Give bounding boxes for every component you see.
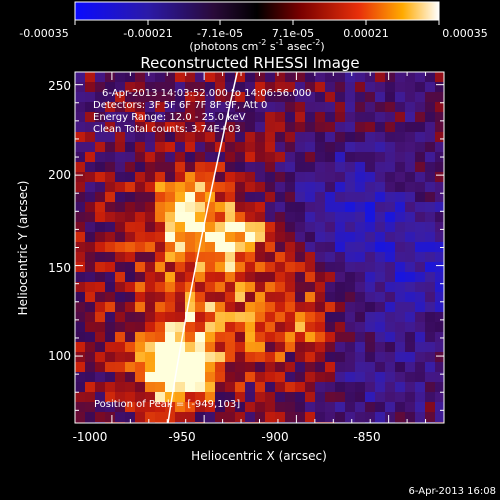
- annotation-detectors: Detectors: 3F 5F 6F 7F 8F 9F, Att 0: [93, 100, 267, 111]
- y-tick-label: 250: [48, 79, 71, 93]
- colorbar-tick-label: 7.1e-05: [272, 27, 314, 40]
- x-tick-label: -900: [261, 430, 288, 444]
- annotation-time-range: 6-Apr-2013 14:03:52.000 to 14:06:56.000: [102, 88, 311, 99]
- y-axis-ticks: [75, 84, 444, 411]
- colorbar: [74, 1, 440, 21]
- colorbar-ticks: [74, 20, 440, 25]
- annotation-peak: Position of Peak = [-949,103]: [94, 399, 240, 410]
- footer-timestamp: 6-Apr-2013 16:08: [409, 486, 496, 497]
- x-axis-ticks: [111, 72, 427, 423]
- x-tick-label: -1000: [73, 430, 108, 444]
- y-tick-label: 100: [48, 349, 71, 363]
- plot-title: Reconstructed RHESSI Image: [140, 54, 359, 72]
- solar-limb-line: [167, 72, 239, 423]
- annotation-clean: Clean Total counts: 3.74E+03: [93, 124, 241, 135]
- y-axis-label: Heliocentric Y (arcsec): [16, 181, 30, 316]
- colorbar-tick-label: 0.00035: [442, 27, 488, 40]
- colorbar-tick-label: -7.1e-05: [197, 27, 243, 40]
- x-axis-label: Heliocentric X (arcsec): [191, 449, 327, 463]
- x-tick-label: -950: [168, 430, 195, 444]
- rhessi-image: [75, 72, 444, 423]
- colorbar-units: (photons cm-2 s-1 asec-2): [189, 38, 324, 53]
- y-tick-label: 200: [48, 168, 71, 182]
- colorbar-tick-label: -0.00035: [19, 27, 68, 40]
- x-tick-label: -850: [353, 430, 380, 444]
- colorbar-tick-label: -0.00021: [123, 27, 172, 40]
- colorbar-tick-label: 0.00021: [343, 27, 389, 40]
- annotation-energy: Energy Range: 12.0 - 25.0 keV: [93, 112, 246, 123]
- y-tick-label: 150: [48, 261, 71, 275]
